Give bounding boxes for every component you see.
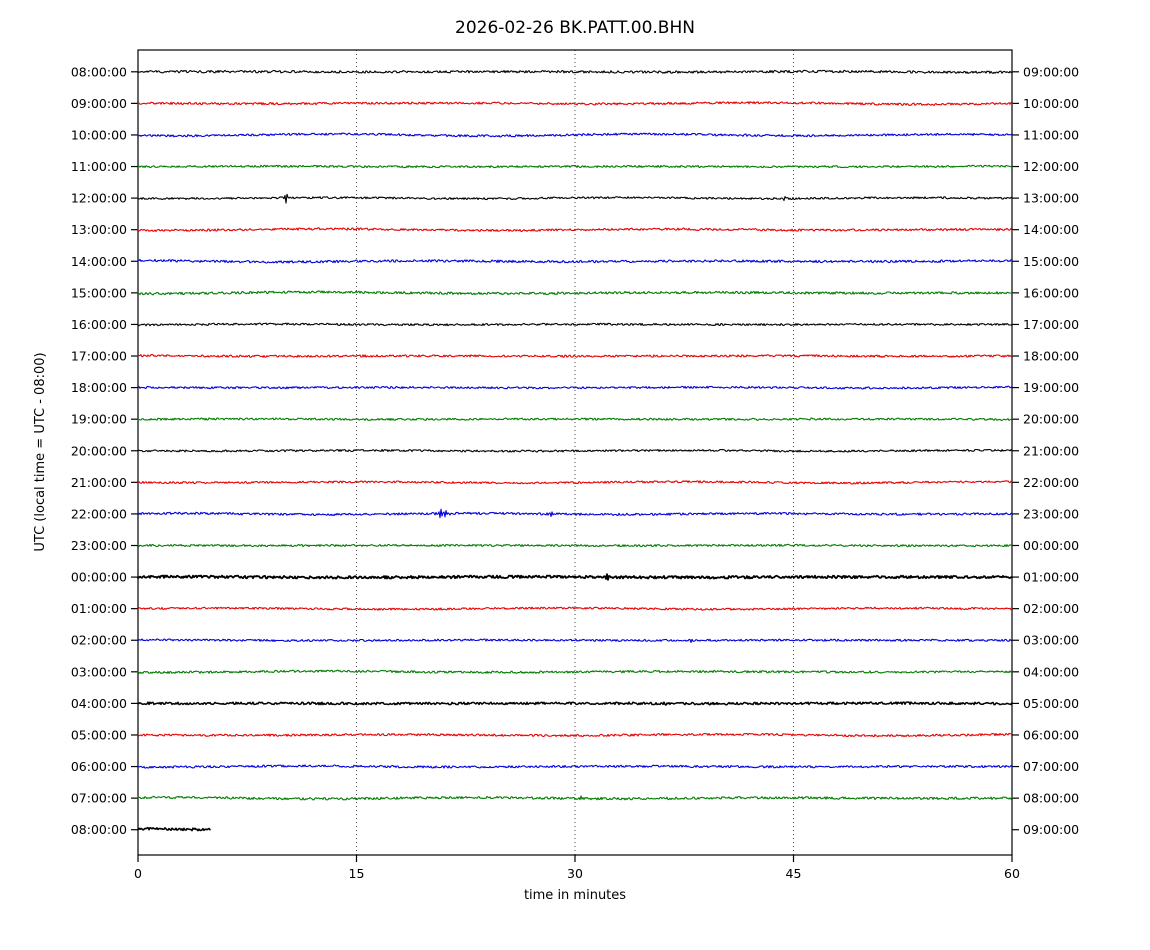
waveform-trace-row-23 <box>137 795 1013 801</box>
row-right-time-label: 20:00:00 <box>1023 412 1079 427</box>
row-right-time-label: 03:00:00 <box>1023 633 1079 648</box>
row-left-time-label: 15:00:00 <box>71 285 127 300</box>
row-right-time-label: 14:00:00 <box>1023 222 1079 237</box>
waveform-trace-row-11 <box>137 417 1013 421</box>
row-left-time-label: 16:00:00 <box>71 317 127 332</box>
row-left-time-label: 08:00:00 <box>71 822 127 837</box>
row-right-time-label: 06:00:00 <box>1023 727 1079 742</box>
row-right-time-label: 02:00:00 <box>1023 601 1079 616</box>
row-left-time-label: 23:00:00 <box>71 538 127 553</box>
row-right-time-label: 12:00:00 <box>1023 159 1079 174</box>
waveform-trace-row-1 <box>137 101 1013 107</box>
row-left-time-label: 08:00:00 <box>71 64 127 79</box>
x-tick-label: 45 <box>786 866 802 881</box>
waveform-trace-row-17 <box>137 606 1013 611</box>
row-left-time-label: 17:00:00 <box>71 349 127 364</box>
row-left-time-label: 07:00:00 <box>71 791 127 806</box>
waveform-trace-row-0 <box>137 69 1013 74</box>
waveform-trace-row-12 <box>137 448 1013 453</box>
row-left-time-label: 11:00:00 <box>71 159 127 174</box>
row-right-time-label: 05:00:00 <box>1023 696 1079 711</box>
waveform-trace-row-4 <box>137 193 1013 204</box>
row-left-time-label: 05:00:00 <box>71 727 127 742</box>
row-right-time-label: 07:00:00 <box>1023 759 1079 774</box>
waveform-trace-row-9 <box>137 354 1013 358</box>
waveform-trace-row-21 <box>137 732 1013 738</box>
row-left-time-label: 04:00:00 <box>71 696 127 711</box>
row-right-time-label: 16:00:00 <box>1023 285 1079 300</box>
x-tick-label: 30 <box>567 866 583 881</box>
waveform-trace-row-7 <box>137 290 1013 296</box>
waveform-trace-row-10 <box>137 385 1013 390</box>
row-left-time-label: 00:00:00 <box>71 570 127 585</box>
row-right-time-label: 00:00:00 <box>1023 538 1079 553</box>
x-tick-label: 15 <box>349 866 365 881</box>
row-left-time-label: 03:00:00 <box>71 664 127 679</box>
waveform-trace-row-15 <box>137 543 1013 548</box>
waveform-trace-row-3 <box>137 164 1013 169</box>
waveform-trace-row-8 <box>137 322 1013 327</box>
row-right-time-label: 23:00:00 <box>1023 506 1079 521</box>
x-tick-label: 60 <box>1004 866 1020 881</box>
row-right-time-label: 09:00:00 <box>1023 64 1079 79</box>
chart-title: 2026-02-26 BK.PATT.00.BHN <box>455 18 695 38</box>
row-right-time-label: 08:00:00 <box>1023 791 1079 806</box>
row-right-time-label: 10:00:00 <box>1023 96 1079 111</box>
row-left-time-label: 14:00:00 <box>71 254 127 269</box>
x-axis-label: time in minutes <box>524 888 626 903</box>
plot-content: 0 15 30 45 60 08:00:00 09:00:00 09:00:00 10:00:0… <box>71 49 1079 881</box>
y-axis-label: UTC (local time = UTC - 08:00) <box>33 352 48 551</box>
row-right-time-label: 09:00:00 <box>1023 822 1079 837</box>
waveform-trace-row-20 <box>137 701 1013 706</box>
row-right-time-label: 18:00:00 <box>1023 349 1079 364</box>
row-left-time-label: 06:00:00 <box>71 759 127 774</box>
row-right-time-label: 13:00:00 <box>1023 191 1079 206</box>
waveform-trace-row-14 <box>137 508 1013 519</box>
row-right-time-label: 15:00:00 <box>1023 254 1079 269</box>
waveform-trace-row-18 <box>137 638 1013 643</box>
waveform-trace-row-13 <box>137 480 1013 485</box>
waveform-trace-row-19 <box>137 669 1013 674</box>
waveform-trace-row-22 <box>137 764 1013 769</box>
waveform-trace-row-5 <box>137 227 1013 233</box>
row-left-time-label: 19:00:00 <box>71 412 127 427</box>
row-left-time-label: 20:00:00 <box>71 443 127 458</box>
row-right-time-label: 04:00:00 <box>1023 664 1079 679</box>
row-left-time-label: 13:00:00 <box>71 222 127 237</box>
row-right-time-label: 17:00:00 <box>1023 317 1079 332</box>
waveform-trace-row-6 <box>137 258 1013 264</box>
waveform-trace-row-16 <box>137 573 1013 581</box>
row-left-time-label: 22:00:00 <box>71 506 127 521</box>
row-right-time-label: 21:00:00 <box>1023 443 1079 458</box>
row-left-time-label: 21:00:00 <box>71 475 127 490</box>
waveform-trace-row-2 <box>137 132 1013 138</box>
row-left-time-label: 12:00:00 <box>71 191 127 206</box>
row-right-time-label: 22:00:00 <box>1023 475 1079 490</box>
waveform-trace-row-24 <box>137 826 211 832</box>
row-right-time-label: 11:00:00 <box>1023 127 1079 142</box>
row-left-time-label: 18:00:00 <box>71 380 127 395</box>
row-right-time-label: 19:00:00 <box>1023 380 1079 395</box>
x-tick-label: 0 <box>134 866 142 881</box>
row-right-time-label: 01:00:00 <box>1023 570 1079 585</box>
row-left-time-label: 02:00:00 <box>71 633 127 648</box>
row-left-time-label: 01:00:00 <box>71 601 127 616</box>
row-left-time-label: 09:00:00 <box>71 96 127 111</box>
row-left-time-label: 10:00:00 <box>71 127 127 142</box>
